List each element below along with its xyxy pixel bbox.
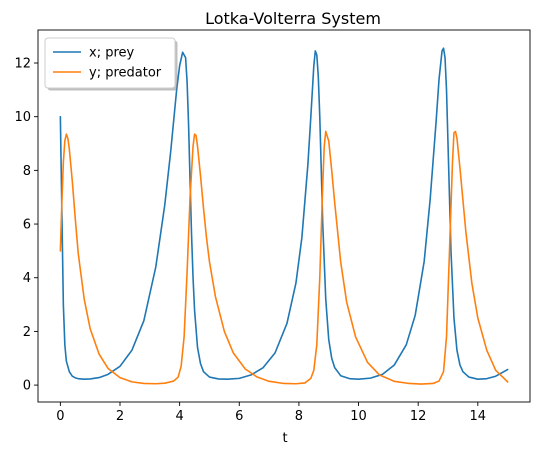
y-tick-label: 10	[14, 110, 31, 125]
x-tick-label: 12	[410, 409, 427, 424]
legend-box	[44, 37, 176, 89]
x-tick-label: 8	[295, 409, 303, 424]
y-tick-label: 4	[23, 271, 31, 286]
legend: x; prey y; predator	[44, 37, 178, 91]
y-tick-label: 12	[14, 57, 31, 72]
chart-title: Lotka-Volterra System	[205, 9, 381, 28]
x-tick-label: 0	[56, 409, 64, 424]
x-tick-label: 2	[116, 409, 124, 424]
plot-area	[37, 29, 531, 403]
x-tick-label: 4	[175, 409, 183, 424]
y-tick-label: 6	[23, 218, 31, 233]
series-line-1	[59, 130, 509, 385]
legend-label-0: x; prey	[89, 46, 135, 61]
x-tick-label: 10	[350, 409, 367, 424]
y-tick-label: 2	[23, 325, 31, 340]
x-axis: 0 2 4 6 8 10 12 14	[56, 402, 486, 424]
x-tick-label: 14	[470, 409, 487, 424]
x-axis-label: t	[282, 431, 287, 446]
plot-frame	[37, 29, 531, 403]
series-line-0	[59, 47, 509, 380]
y-tick-label: 8	[23, 164, 31, 179]
x-tick-label: 6	[235, 409, 243, 424]
legend-label-1: y; predator	[89, 66, 162, 81]
y-axis: 0 2 4 6 8 10 12	[14, 57, 38, 394]
y-tick-label: 0	[23, 379, 31, 394]
